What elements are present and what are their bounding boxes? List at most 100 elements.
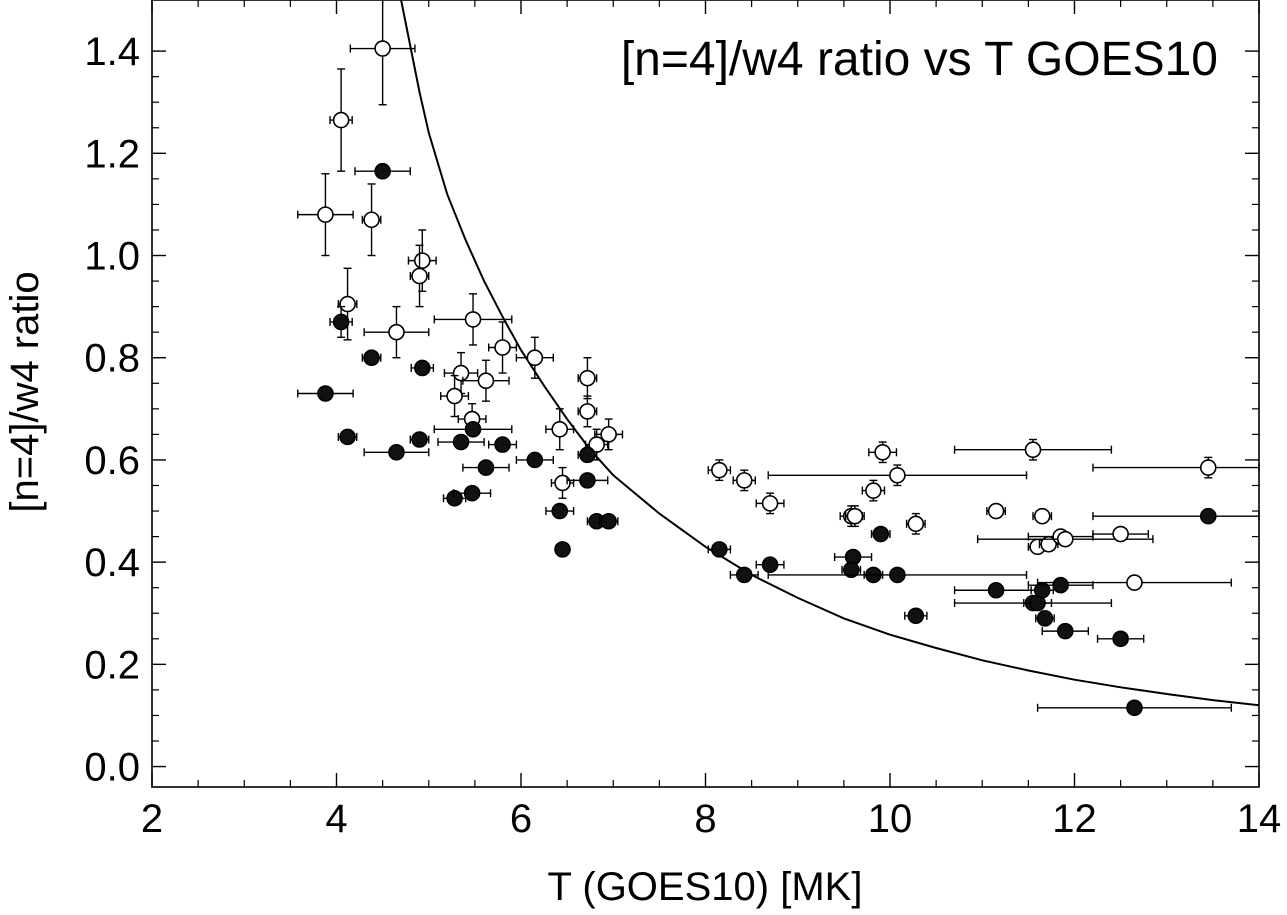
filled-data-point	[442, 489, 467, 507]
open-circle-marker	[526, 349, 544, 367]
filled-circle-marker	[579, 446, 596, 464]
filled-circle-marker	[1036, 610, 1054, 627]
filled-circle-marker	[600, 512, 617, 530]
filled-data-point	[841, 561, 862, 579]
filled-data-point	[545, 502, 575, 520]
open-data-point	[905, 512, 926, 535]
filled-circle-marker	[889, 566, 906, 584]
x-tick-label: 10	[868, 797, 913, 841]
open-circle-marker	[388, 323, 405, 341]
model-curve-line	[400, 0, 1259, 707]
open-data-point	[337, 267, 358, 341]
y-tick-label: 1.0	[84, 235, 140, 279]
y-tick-label: 1.4	[84, 30, 140, 74]
x-tick-label: 4	[325, 797, 347, 841]
filled-data-point	[586, 512, 607, 530]
open-circle-marker	[339, 295, 356, 313]
y-tick-label: 0.6	[84, 439, 140, 483]
open-data-point	[767, 464, 1028, 487]
open-data-point	[861, 479, 886, 502]
filled-circle-marker	[526, 451, 544, 469]
filled-data-point	[1030, 581, 1054, 599]
filled-data-point	[598, 512, 619, 530]
open-data-point	[329, 68, 353, 172]
open-data-point	[577, 395, 598, 428]
filled-circle-marker	[872, 525, 890, 543]
filled-circle-marker	[363, 349, 380, 367]
filled-data-point	[729, 566, 759, 584]
open-data-point	[407, 229, 437, 292]
open-circle-marker	[317, 206, 334, 223]
open-data-point	[707, 459, 732, 482]
open-circle-marker	[452, 364, 470, 382]
open-circle-marker	[579, 369, 596, 387]
filled-data-point	[1027, 576, 1094, 594]
open-circle-marker	[600, 426, 617, 443]
open-data-point	[1032, 507, 1053, 525]
open-circle-marker	[1199, 459, 1217, 476]
open-data-point	[440, 374, 470, 418]
open-circle-marker	[1024, 441, 1042, 459]
x-tick-label: 2	[141, 797, 163, 841]
open-circle-marker	[446, 387, 463, 405]
open-circle-marker	[987, 502, 1005, 520]
filled-circle-marker	[579, 472, 596, 489]
open-data-point	[1036, 574, 1233, 591]
filled-circle-marker	[452, 433, 470, 451]
filled-data-point	[462, 459, 510, 476]
open-circle-marker	[1033, 507, 1051, 525]
filled-data-point	[1035, 610, 1055, 627]
filled-circle-marker	[551, 502, 569, 520]
y-tick-label: 0.4	[84, 541, 140, 585]
open-circle-marker	[494, 339, 511, 356]
open-circle-marker	[551, 420, 569, 438]
filled-circle-marker	[494, 436, 511, 453]
filled-data-point	[361, 349, 382, 367]
model-curve	[400, 0, 1259, 707]
open-circle-marker	[579, 403, 596, 420]
filled-circle-marker	[317, 385, 334, 402]
filled-data-point	[488, 436, 518, 453]
filled-data-point	[410, 359, 435, 377]
open-data-point	[594, 418, 624, 451]
open-circle-marker	[1056, 530, 1074, 548]
filled-data-point	[1096, 630, 1145, 648]
filled-circle-marker	[1112, 630, 1129, 648]
open-circle-marker	[1126, 574, 1143, 591]
axis-ticks: 2 4 6 8 10 12 14 0.0 0.2 0.4 0.6 0.8 1.0 1.2 1.4	[84, 0, 1281, 841]
filled-circle-marker	[842, 561, 860, 579]
open-circle-marker	[374, 40, 391, 57]
filled-circle-marker	[554, 541, 571, 558]
open-data-point	[845, 505, 865, 528]
x-tick-label: 6	[510, 797, 532, 841]
open-data-point	[732, 469, 757, 492]
open-circle-marker	[464, 311, 482, 328]
chart-title: [n=4]/w4 ratio vs T GOES10	[621, 33, 1218, 86]
open-circle-marker	[865, 482, 882, 499]
open-circle-marker	[889, 466, 906, 484]
filled-data-point	[1092, 507, 1260, 525]
filled-data-point	[707, 541, 732, 558]
open-circle-marker	[735, 472, 753, 489]
open-data-point	[297, 173, 354, 257]
open-data-point	[868, 441, 898, 464]
open-circle-marker	[907, 515, 925, 533]
filled-data-point	[433, 420, 513, 438]
filled-circle-marker	[446, 489, 463, 507]
filled-circle-marker	[987, 581, 1005, 599]
x-tick-label: 14	[1237, 797, 1282, 841]
filled-data-point	[577, 446, 598, 464]
open-circle-marker	[411, 267, 428, 285]
filled-data-point	[1036, 699, 1233, 717]
filled-data-point	[363, 443, 430, 461]
open-data-point	[953, 438, 1113, 461]
x-axis-label: T (GOES10) [MK]	[548, 865, 863, 909]
open-data-point	[755, 492, 785, 515]
open-data-point	[1092, 525, 1150, 543]
open-data-point	[577, 357, 598, 400]
open-data-point	[515, 336, 554, 379]
filled-data-point	[337, 428, 358, 446]
filled-circle-marker	[477, 459, 495, 476]
open-data-point	[363, 305, 430, 359]
